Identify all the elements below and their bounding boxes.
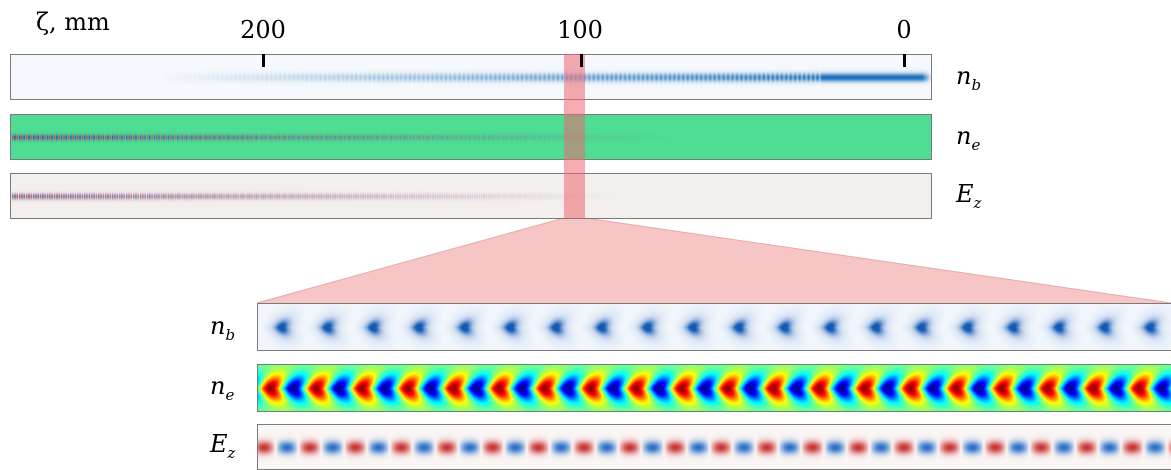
tick-label-0: 0 [896,16,912,44]
label-zoom-ne-main: n [210,372,226,400]
zoom-strip-ez [257,424,1171,470]
strip-ne [10,114,932,160]
label-top-nb: nb [956,62,981,94]
label-top-ne: ne [956,122,980,154]
label-top-nb-sub: b [971,75,982,94]
tick-label-100: 100 [557,16,603,44]
label-zoom-ne-sub: e [225,385,235,404]
label-zoom-ne: ne [210,372,234,404]
label-top-ez-main: E [956,180,974,208]
zoom-strip-nb [257,303,1171,351]
label-top-ne-sub: e [971,135,981,154]
label-zoom-ez: Ez [210,430,235,462]
tick-mark-200 [262,54,265,67]
axis-title: ζ, mm [36,8,110,36]
label-zoom-nb: nb [210,312,235,344]
label-top-ne-main: n [956,122,972,150]
zoom-strip-ne [257,364,1171,412]
tick-mark-100 [580,54,583,67]
tick-mark-0 [903,54,906,67]
tick-label-200: 200 [240,16,286,44]
label-zoom-ez-sub: z [227,443,236,462]
zoom-highlight-band [564,54,585,218]
label-zoom-nb-sub: b [225,325,236,344]
strip-ez [10,173,932,219]
label-zoom-ez-main: E [210,430,228,458]
label-top-nb-main: n [956,62,972,90]
label-zoom-nb-main: n [210,312,226,340]
label-top-ez-sub: z [973,193,982,212]
strip-nb [10,54,932,100]
label-top-ez: Ez [956,180,981,212]
